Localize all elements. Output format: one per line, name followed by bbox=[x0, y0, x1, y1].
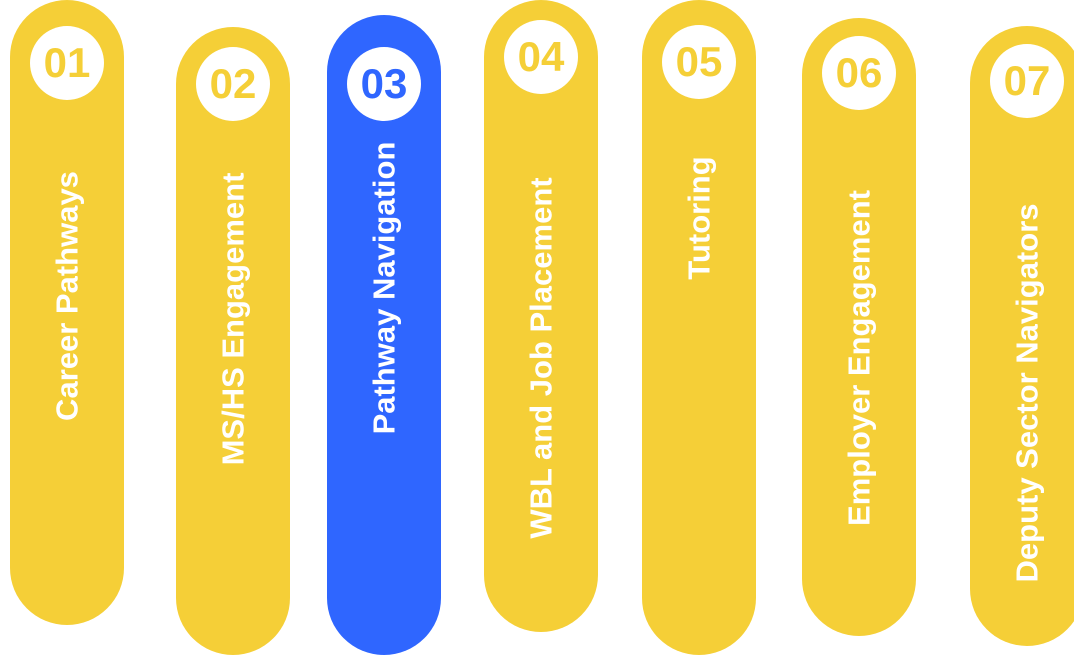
step-pill-07[interactable]: 07 Deputy Sector Navigators bbox=[970, 26, 1074, 646]
step-pill-04[interactable]: 04 WBL and Job Placement bbox=[484, 0, 598, 632]
step-number-badge: 05 bbox=[662, 25, 736, 99]
step-number-badge: 01 bbox=[30, 26, 104, 100]
step-number-badge: 02 bbox=[196, 47, 270, 121]
step-label: Employer Engagement bbox=[841, 190, 877, 526]
step-pill-01[interactable]: 01 Career Pathways bbox=[10, 0, 124, 625]
step-label: Pathway Navigation bbox=[366, 141, 402, 435]
step-number-badge: 06 bbox=[822, 36, 896, 110]
step-number: 03 bbox=[360, 60, 408, 107]
step-label: Career Pathways bbox=[49, 171, 85, 421]
step-number: 06 bbox=[835, 49, 883, 96]
step-number: 01 bbox=[43, 39, 91, 86]
step-number-badge: 03 bbox=[347, 47, 421, 121]
step-number: 04 bbox=[517, 33, 565, 80]
step-number: 02 bbox=[209, 60, 257, 107]
step-number-badge: 07 bbox=[990, 44, 1064, 118]
step-number: 05 bbox=[675, 38, 723, 85]
step-label: MS/HS Engagement bbox=[215, 172, 251, 466]
step-pill-03[interactable]: 03 Pathway Navigation bbox=[327, 15, 441, 655]
step-label: WBL and Job Placement bbox=[523, 177, 559, 539]
step-label: Tutoring bbox=[681, 156, 717, 280]
step-pill-05[interactable]: 05 Tutoring bbox=[642, 0, 756, 655]
step-number: 07 bbox=[1003, 57, 1051, 104]
step-number-badge: 04 bbox=[504, 20, 578, 94]
step-pill-02[interactable]: 02 MS/HS Engagement bbox=[176, 27, 290, 655]
step-label: Deputy Sector Navigators bbox=[1009, 203, 1045, 583]
step-pill-06[interactable]: 06 Employer Engagement bbox=[802, 18, 916, 636]
